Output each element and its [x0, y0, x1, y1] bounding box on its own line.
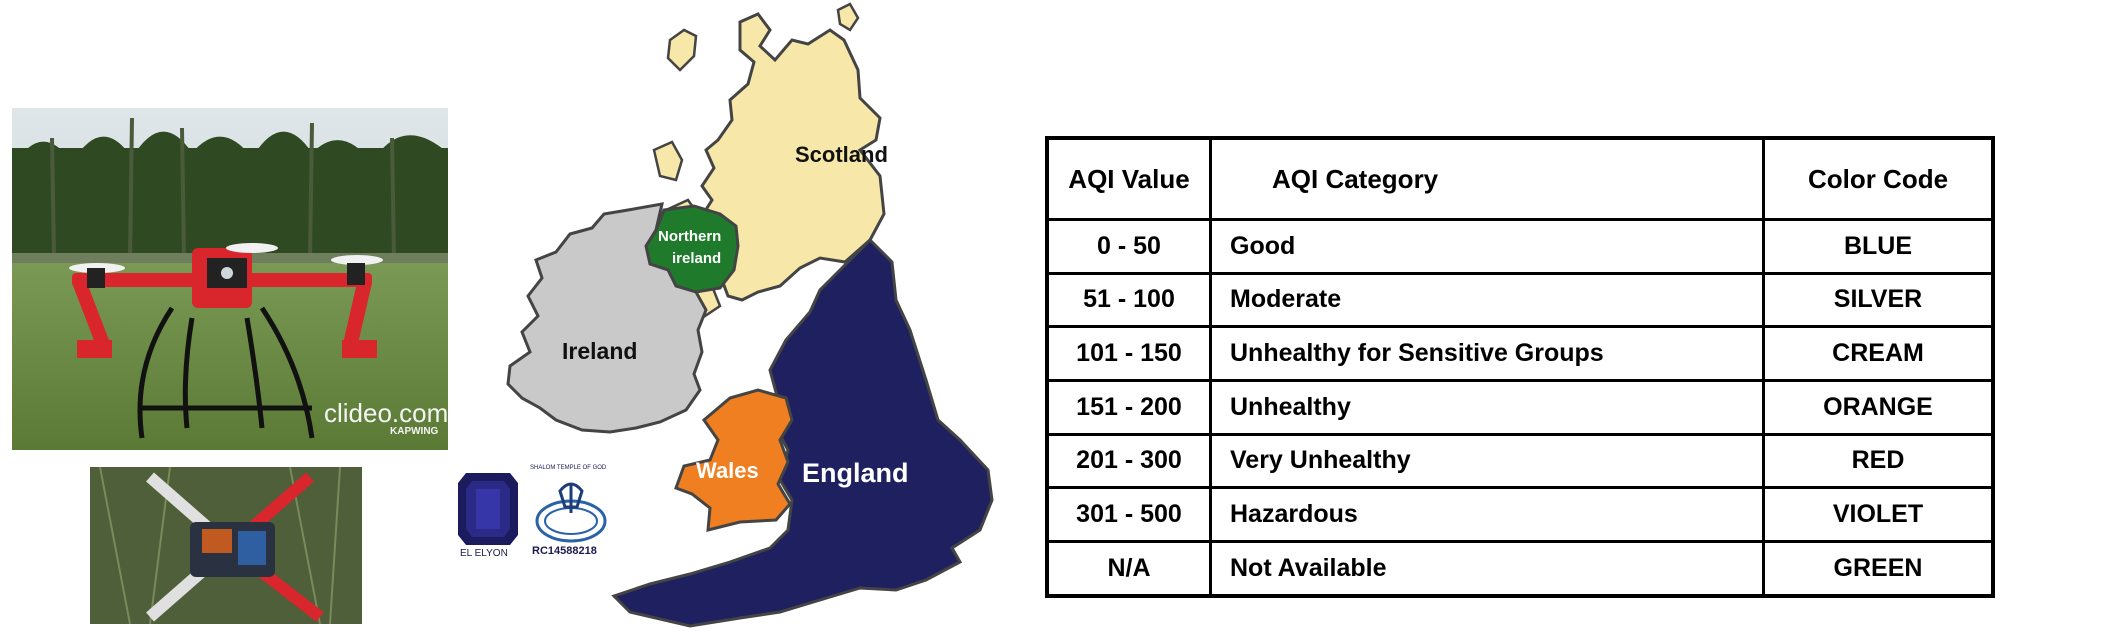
- color-code-cell: CREAM: [1762, 325, 1995, 382]
- wales-region: [674, 388, 794, 532]
- label-northern-ireland-2: ireland: [672, 250, 722, 267]
- aqi-value-cell: N/A: [1045, 539, 1212, 598]
- uk-ireland-map: Scotland Northern ireland Ireland Wales …: [440, 0, 1000, 632]
- drone-photo-top: [90, 467, 362, 624]
- ireland-region: [506, 202, 708, 434]
- aqi-value-cell: 201 - 300: [1045, 432, 1212, 490]
- aqi-category-cell: Very Unhealthy: [1209, 432, 1765, 490]
- aqi-value-cell: 301 - 500: [1045, 486, 1212, 543]
- seal-top-text: SHALOM TEMPLE OF GOD: [530, 465, 607, 471]
- table-row: 51 - 100 Moderate SILVER: [1045, 271, 1995, 329]
- el-elyon-logo: EL ELYON: [452, 465, 524, 565]
- label-england: England: [802, 458, 909, 488]
- scotland-region: [700, 12, 886, 302]
- header-color-code: Color Code: [1762, 136, 1995, 221]
- color-code-cell: RED: [1762, 432, 1995, 490]
- aqi-value-cell: 101 - 150: [1045, 325, 1212, 382]
- color-code-cell: ORANGE: [1762, 378, 1995, 436]
- aqi-value-cell: 151 - 200: [1045, 378, 1212, 436]
- aqi-value-cell: 0 - 50: [1045, 218, 1212, 275]
- watermark-clideo: clideo.com: [324, 398, 448, 428]
- aqi-table: AQI Value AQI Category Color Code 0 - 50…: [1045, 136, 1995, 598]
- table-row: 201 - 300 Very Unhealthy RED: [1045, 432, 1995, 490]
- header-aqi-value: AQI Value: [1045, 136, 1212, 221]
- label-scotland: Scotland: [795, 142, 888, 167]
- gem-icon: [458, 473, 518, 545]
- seal-logo: SHALOM TEMPLE OF GOD RC14588218: [530, 465, 612, 565]
- gem-logo-label: EL ELYON: [460, 548, 508, 559]
- aqi-category-cell: Hazardous: [1209, 486, 1765, 543]
- aqi-category-cell: Unhealthy: [1209, 378, 1765, 436]
- table-row: 151 - 200 Unhealthy ORANGE: [1045, 378, 1995, 436]
- color-code-cell: GREEN: [1762, 539, 1995, 598]
- seal-icon: [535, 482, 607, 543]
- label-northern-ireland-1: Northern: [658, 228, 722, 245]
- aqi-value-cell: 51 - 100: [1045, 271, 1212, 329]
- aqi-category-cell: Moderate: [1209, 271, 1765, 329]
- color-code-cell: VIOLET: [1762, 486, 1995, 543]
- drone-photo-side: clideo.com KAPWING: [12, 108, 448, 450]
- color-code-cell: SILVER: [1762, 271, 1995, 329]
- table-row: 301 - 500 Hazardous VIOLET: [1045, 486, 1995, 543]
- table-row: 101 - 150 Unhealthy for Sensitive Groups…: [1045, 325, 1995, 382]
- table-row: N/A Not Available GREEN: [1045, 539, 1995, 598]
- aqi-category-cell: Unhealthy for Sensitive Groups: [1209, 325, 1765, 382]
- aqi-category-cell: Not Available: [1209, 539, 1765, 598]
- aqi-table-header: AQI Value AQI Category Color Code: [1045, 136, 1995, 221]
- watermark-kapwing: KAPWING: [390, 426, 439, 437]
- label-wales: Wales: [696, 458, 759, 483]
- aqi-category-cell: Good: [1209, 218, 1765, 275]
- seal-number: RC14588218: [532, 545, 597, 557]
- color-code-cell: BLUE: [1762, 218, 1995, 275]
- table-row: 0 - 50 Good BLUE: [1045, 218, 1995, 275]
- label-ireland: Ireland: [562, 338, 638, 364]
- header-aqi-category: AQI Category: [1209, 136, 1765, 221]
